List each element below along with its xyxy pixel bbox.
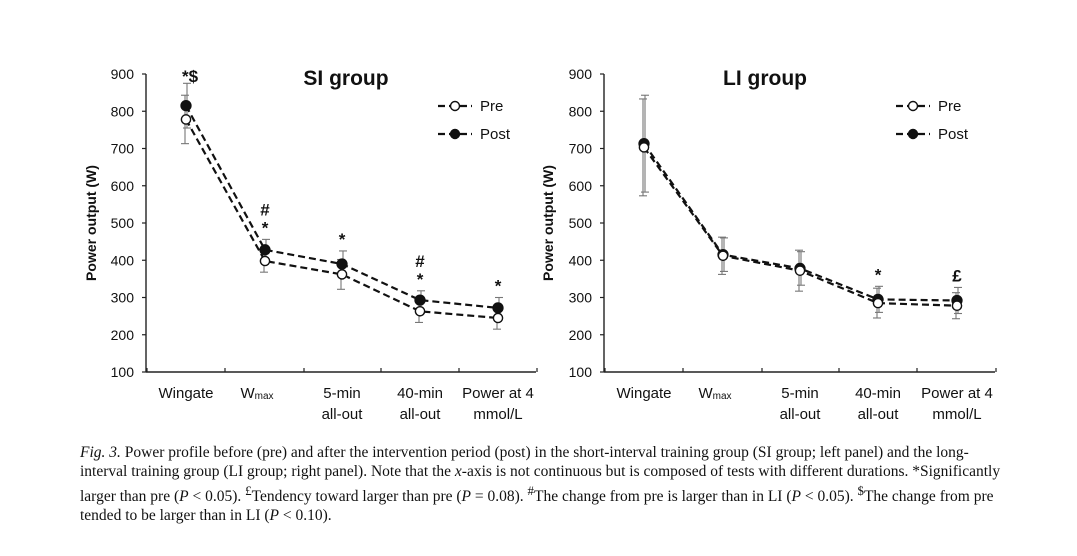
- x-tick-label: all-out: [858, 406, 900, 423]
- y-tick-label: 100: [111, 364, 135, 380]
- legend-marker: [907, 128, 919, 140]
- point-post: [259, 244, 271, 256]
- significance-marker: *: [875, 265, 882, 284]
- y-tick-label: 600: [111, 178, 135, 194]
- panel-li: 100 200 300 400 500 600 700 800 900 Wingate Wmax 5-…: [540, 66, 997, 423]
- x-tick-label: Wingate: [616, 385, 671, 402]
- significance-marker: *: [339, 230, 346, 249]
- legend-label: Pre: [480, 98, 503, 115]
- x-tick-label: Wingate: [158, 385, 213, 402]
- point-pre: [336, 269, 348, 280]
- point-pre: [794, 265, 806, 276]
- y-tick-label: 400: [569, 252, 593, 268]
- y-tick-label: 300: [569, 290, 593, 306]
- y-tick-label: 600: [569, 178, 593, 194]
- point-pre: [951, 300, 963, 311]
- x-tick-label: Wmax: [240, 385, 273, 402]
- significance-marker: *: [495, 277, 502, 296]
- legend-item-post: Post: [896, 126, 969, 143]
- chart-title: LI group: [723, 67, 807, 90]
- panel-si: 100 200 300 400 500 600 700 800 900 Wingate Wmax 5-…: [83, 66, 538, 423]
- y-tick-label: 800: [111, 103, 135, 119]
- significance-marker: £: [952, 266, 962, 285]
- significance-marker: *: [262, 218, 269, 237]
- series-line-pre: [185, 118, 499, 320]
- point-post: [180, 100, 192, 112]
- y-tick-label: 900: [111, 66, 135, 82]
- point-pre: [180, 114, 192, 125]
- x-tick-label: Power at 4: [921, 385, 993, 402]
- x-tick-label: all-out: [322, 406, 364, 423]
- significance-marker: #: [415, 252, 425, 271]
- legend-item-pre: Pre: [896, 98, 961, 115]
- x-tick-label: mmol/L: [473, 406, 522, 423]
- x-tick-label: 40-min: [397, 385, 443, 402]
- significance-marker: *$: [182, 67, 199, 86]
- point-post: [414, 294, 426, 306]
- legend-item-post: Post: [438, 126, 511, 143]
- caption-label: Fig. 3.: [80, 444, 121, 461]
- chart-title: SI group: [303, 67, 388, 90]
- legend-marker: [449, 100, 461, 112]
- y-tick-label: 200: [111, 327, 135, 343]
- y-tick-label: 700: [111, 141, 135, 157]
- legend-marker: [907, 100, 919, 112]
- legend-label: Pre: [938, 98, 961, 115]
- point-pre: [638, 142, 650, 153]
- y-tick-label: 800: [569, 103, 593, 119]
- y-tick-label: 500: [111, 215, 135, 231]
- point-pre: [872, 297, 884, 309]
- y-tick-label: 400: [111, 252, 135, 268]
- point-pre: [717, 250, 729, 262]
- x-tick-label: 5-min: [323, 385, 361, 402]
- x-tick-label: Power at 4: [462, 385, 534, 402]
- x-tick-label: all-out: [400, 406, 442, 423]
- legend-item-pre: Pre: [438, 98, 503, 115]
- y-axis-label: Power output (W): [83, 165, 99, 281]
- point-pre: [259, 255, 271, 267]
- x-tick-label: mmol/L: [932, 406, 981, 423]
- y-tick-label: 500: [569, 215, 593, 231]
- legend-marker: [449, 128, 461, 140]
- x-tick-label: 5-min: [781, 385, 819, 402]
- figure-3: 100 200 300 400 500 600 700 800 900 Wingate Wmax 5-…: [83, 66, 997, 423]
- point-pre: [414, 305, 426, 317]
- y-axis-label: Power output (W): [540, 165, 556, 281]
- y-tick-label: 900: [569, 66, 593, 82]
- point-pre: [492, 312, 504, 324]
- y-tick-label: 300: [111, 290, 135, 306]
- significance-marker: *: [417, 270, 424, 289]
- significance-marker: #: [260, 200, 270, 219]
- legend-label: Post: [480, 126, 511, 143]
- point-post: [336, 258, 348, 270]
- point-post: [492, 302, 504, 314]
- x-tick-label: Wmax: [698, 385, 731, 402]
- y-tick-label: 700: [569, 141, 593, 157]
- figure-caption: Fig. 3. Power profile before (pre) and a…: [80, 444, 1001, 525]
- legend-label: Post: [938, 126, 969, 143]
- x-tick-label: all-out: [780, 406, 822, 423]
- y-tick-label: 200: [569, 327, 593, 343]
- x-tick-label: 40-min: [855, 385, 901, 402]
- y-tick-label: 100: [569, 364, 593, 380]
